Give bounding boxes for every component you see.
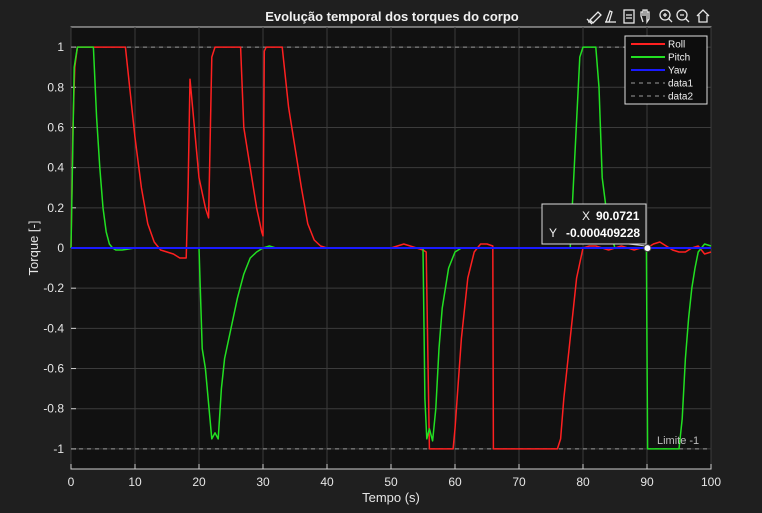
x-tick-label: 80	[576, 475, 590, 489]
x-tick-label: 90	[640, 475, 654, 489]
y-tick-label: 0.6	[47, 120, 64, 134]
zoom-in-icon[interactable]	[659, 9, 673, 23]
x-axis-label: Tempo (s)	[362, 490, 420, 505]
x-tick-label: 10	[128, 475, 142, 489]
save-icon[interactable]	[623, 9, 635, 24]
datatip[interactable]: X 90.0721 Y -0.000409228	[541, 203, 652, 253]
chart-title: Evolução temporal dos torques do corpo	[265, 9, 519, 24]
legend-label-yaw: Yaw	[668, 66, 687, 77]
datatip-x-label: X	[582, 209, 590, 223]
datatip-x-value: 90.0721	[596, 209, 640, 223]
tick-labels: 0 10 20 30 40 50 60 70 80 90 100-1-0.8-0.6-0.4-0.2…	[43, 40, 721, 489]
y-tick-label: 0.2	[47, 201, 64, 215]
legend-label-pitch: Pitch	[668, 53, 690, 64]
datatip-y-value: -0.000409228	[566, 226, 640, 240]
x-tick-label: 0	[68, 475, 75, 489]
datatip-box	[541, 203, 647, 245]
y-tick-label: -0.2	[43, 281, 64, 295]
datatip-y-label: Y	[549, 226, 557, 240]
legend[interactable]: Roll Pitch Yaw data1 data2	[624, 35, 708, 105]
x-tick-label: 100	[701, 475, 721, 489]
home-icon[interactable]	[696, 9, 710, 23]
legend-label-data1: data1	[668, 79, 693, 90]
pan-icon[interactable]	[640, 9, 650, 25]
axes-toolbar	[586, 9, 710, 25]
data-tips-icon[interactable]	[605, 10, 616, 23]
y-tick-label: 0.8	[47, 80, 64, 94]
y-tick-label: 0	[57, 241, 64, 255]
x-tick-label: 30	[256, 475, 270, 489]
y-tick-label: -1	[53, 442, 64, 456]
legend-label-data2: data2	[668, 92, 693, 103]
y-tick-label: 0.4	[47, 161, 64, 175]
y-axis-label: Torque [-]	[26, 221, 41, 276]
zoom-out-icon[interactable]	[676, 9, 690, 23]
y-tick-label: 1	[57, 40, 64, 54]
x-tick-label: 60	[448, 475, 462, 489]
x-tick-label: 20	[192, 475, 206, 489]
y-tick-label: -0.8	[43, 402, 64, 416]
brush-icon[interactable]	[586, 11, 602, 25]
y-tick-label: -0.6	[43, 362, 64, 376]
x-tick-label: 50	[384, 475, 398, 489]
x-tick-label: 40	[320, 475, 334, 489]
legend-label-roll: Roll	[668, 40, 685, 51]
x-tick-label: 70	[512, 475, 526, 489]
limit-annotation: Limite -1	[657, 435, 699, 447]
datatip-marker[interactable]	[643, 244, 652, 253]
series-lines	[70, 46, 712, 450]
y-tick-label: -0.4	[43, 321, 64, 335]
